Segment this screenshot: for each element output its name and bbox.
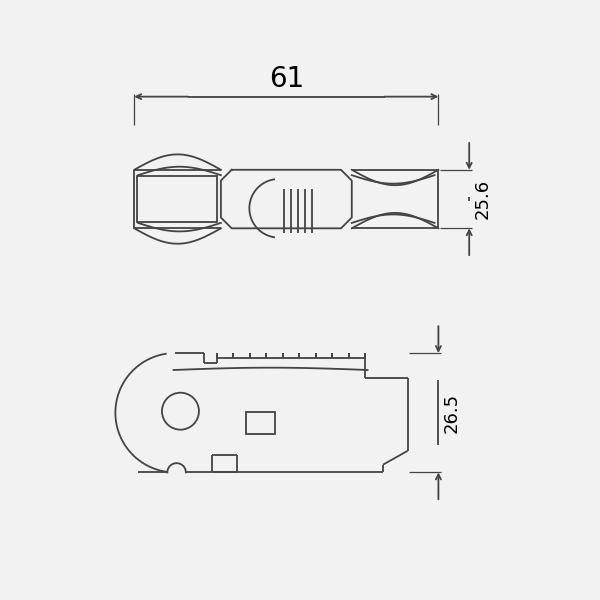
Bar xyxy=(246,412,275,434)
Bar xyxy=(137,176,217,222)
Text: 61: 61 xyxy=(269,65,304,93)
Text: 26.5: 26.5 xyxy=(443,392,461,433)
Text: 25.6: 25.6 xyxy=(474,179,492,219)
